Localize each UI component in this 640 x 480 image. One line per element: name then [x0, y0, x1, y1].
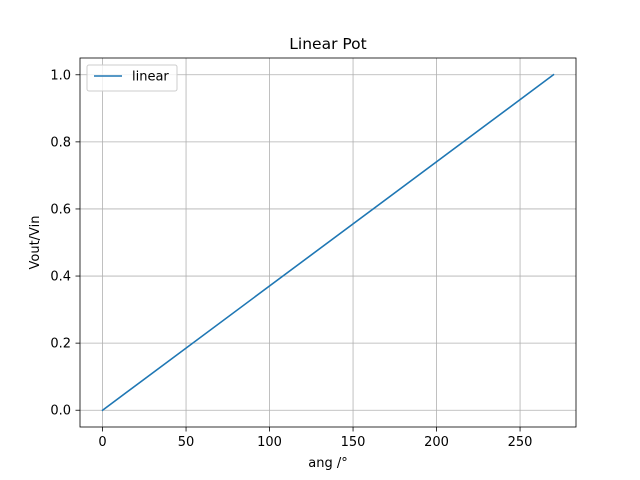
y-axis-label: Vout/Vin: [28, 215, 43, 269]
x-axis-label: ang /°: [308, 456, 347, 471]
series-lines: [101, 73, 555, 412]
legend-box: [86, 64, 178, 92]
y-axis: 0.0 0.2 0.4 0.6 0.8 1.0: [50, 68, 80, 419]
x-tick-label: 50: [178, 435, 195, 450]
legend: linear: [86, 64, 178, 92]
y-tick-label: 0.2: [50, 337, 71, 352]
chart-title: Linear Pot: [289, 35, 366, 53]
x-tick-label: 200: [424, 435, 449, 450]
grid: [80, 58, 576, 427]
x-tick-label: 150: [341, 435, 366, 450]
x-axis: 0 50 100 150 200 250: [98, 427, 532, 450]
series-line-linear: [101, 73, 555, 412]
plot-frame: [79, 57, 577, 428]
y-tick-label: 1.0: [50, 68, 71, 83]
x-tick-label: 100: [257, 435, 282, 450]
x-tick-label: 0: [98, 435, 106, 450]
y-tick-label: 0.4: [50, 270, 71, 285]
legend-label-linear: linear: [132, 70, 169, 85]
x-tick-label: 250: [508, 435, 533, 450]
y-tick-label: 0.8: [50, 135, 71, 150]
y-tick-label: 0.6: [50, 202, 71, 217]
y-tick-label: 0.0: [50, 404, 71, 419]
